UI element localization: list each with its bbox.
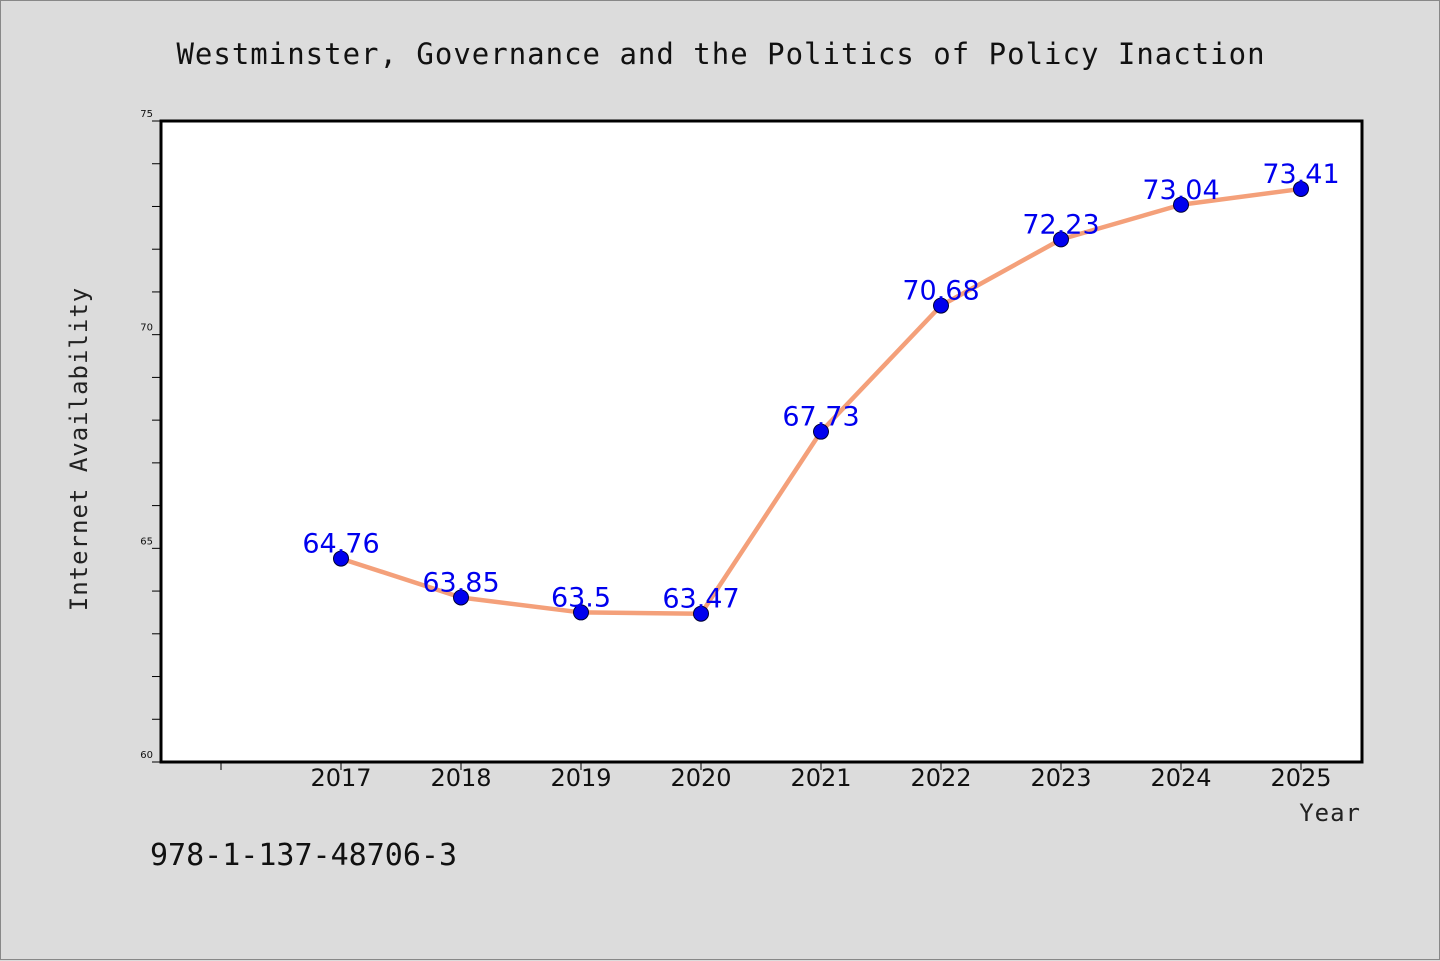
x-tick-label: 2020 xyxy=(670,764,731,792)
plot-area xyxy=(161,121,1362,762)
y-axis-label: Internet Availability xyxy=(65,287,93,611)
data-label-2025: 73.41 xyxy=(1262,159,1339,190)
data-label-2022: 70.68 xyxy=(902,276,979,307)
data-label-2023: 72.23 xyxy=(1022,209,1099,240)
y-tick-label: 60 xyxy=(140,750,153,761)
data-label-2020: 63.47 xyxy=(662,584,739,615)
data-point-2022 xyxy=(933,297,949,314)
data-point-2020 xyxy=(693,605,709,622)
data-point-2023 xyxy=(1053,231,1069,248)
data-point-2024 xyxy=(1173,196,1189,213)
x-tick-label: 2017 xyxy=(310,764,371,792)
data-point-2018 xyxy=(453,589,469,606)
data-labels: 64.76 63.85 63.5 63.47 67.73 70.68 72.23 73.04 7… xyxy=(302,159,1339,615)
y-tick-label: 75 xyxy=(140,109,153,120)
data-point-2019 xyxy=(573,604,589,621)
data-point-2021 xyxy=(813,423,829,440)
isbn-caption: 978-1-137-48706-3 xyxy=(150,838,457,873)
data-label-2024: 73.04 xyxy=(1142,175,1219,206)
y-tick-label: 65 xyxy=(140,536,153,547)
x-tick-label: 2019 xyxy=(550,764,611,792)
data-markers xyxy=(333,180,1309,622)
data-label-2018: 63.85 xyxy=(422,567,499,598)
data-point-2025 xyxy=(1293,180,1309,197)
x-tick-label: 2018 xyxy=(430,764,491,792)
plot-frame xyxy=(159,119,1364,764)
data-label-2017: 64.76 xyxy=(302,529,379,560)
data-point-2017 xyxy=(333,550,349,567)
y-axis-ticks: 60 65 70 75 xyxy=(140,109,153,761)
chart-title: Westminster, Governance and the Politics… xyxy=(176,37,1265,71)
data-label-2021: 67.73 xyxy=(782,402,859,433)
x-tick-label: 2022 xyxy=(910,764,971,792)
y-tick-label: 70 xyxy=(140,323,153,334)
x-tick-label: 2024 xyxy=(1150,764,1211,792)
x-tick-label: 2021 xyxy=(790,764,851,792)
x-axis-label: Year xyxy=(1299,799,1361,827)
x-axis-ticks: 2017 2018 2019 2020 2021 2022 2023 2024 2025 xyxy=(220,762,1332,792)
data-label-2019: 63.5 xyxy=(551,582,611,613)
x-tick-label: 2023 xyxy=(1030,764,1091,792)
x-tick-label: 2025 xyxy=(1270,764,1331,792)
